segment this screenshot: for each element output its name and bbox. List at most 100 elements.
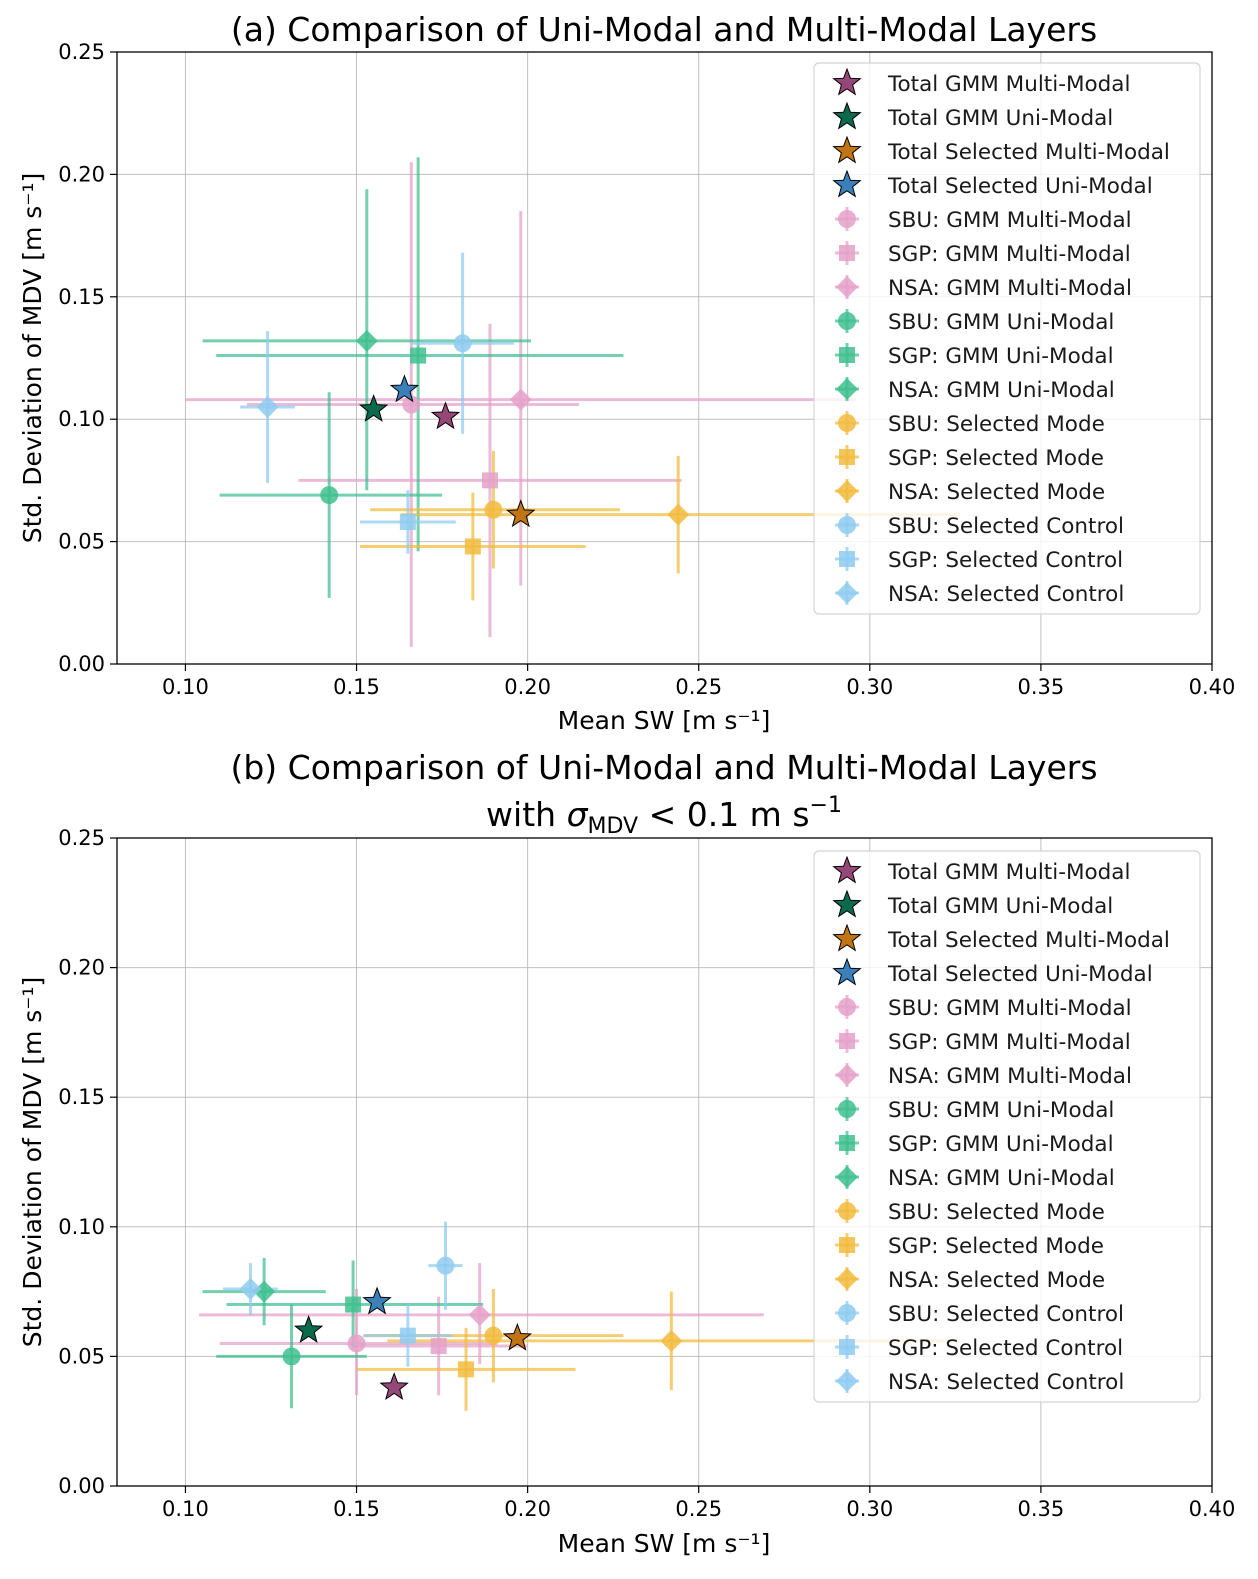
- panel-a-total-selected-multi-modal-point: [506, 499, 536, 528]
- panel-a-sbu-gmm-uni-modal-point: [320, 486, 339, 505]
- panel-a-nsa-selected-mode-point: [667, 503, 690, 526]
- panel-a-legend-label: SBU: Selected Mode: [888, 412, 1105, 437]
- panel-a-y-tick-label: 0.25: [58, 40, 105, 64]
- panel-b-x-tick-label: 0.15: [333, 1497, 380, 1521]
- panel-a-y-tick-label: 0.15: [58, 285, 105, 309]
- panel-b-legend-sbu-gmm-multi-modal-symbol: [838, 998, 856, 1016]
- panel-a-legend-item: NSA: Selected Control: [835, 581, 1124, 607]
- panel-b-legend-label: SBU: GMM Uni-Modal: [888, 1098, 1114, 1123]
- panel-b-legend-label: NSA: GMM Uni-Modal: [888, 1166, 1115, 1191]
- panel-b-legend-total-gmm-uni-modal-symbol: [832, 889, 862, 918]
- panel-b-legend-label: NSA: GMM Multi-Modal: [888, 1064, 1132, 1089]
- panel-a-y-axis-label: Std. Deviation of MDV [m s⁻¹]: [18, 173, 47, 543]
- panel-a-x-axis-label: Mean SW [m s⁻¹]: [558, 706, 771, 735]
- panel-a-legend-label: Total Selected Uni-Modal: [887, 174, 1153, 199]
- panel-a-nsa-gmm-multi-modal-point: [509, 388, 532, 411]
- panel-b-legend-sgp-gmm-multi-modal-symbol: [839, 1033, 855, 1049]
- panel-a-x-tick-label: 0.40: [1189, 675, 1236, 699]
- panel-b-legend-label: SBU: GMM Multi-Modal: [888, 996, 1132, 1021]
- panel-b-legend-label: SBU: Selected Mode: [888, 1200, 1105, 1225]
- panel-a-legend-total-selected-uni-modal-symbol: [832, 169, 862, 198]
- panel-a-legend-label: SBU: GMM Multi-Modal: [888, 208, 1132, 233]
- panel-b-plot-frame: [116, 837, 1213, 1487]
- panel-a-legend-item: SBU: Selected Mode: [835, 411, 1105, 437]
- panel-a-legend-item: SGP: GMM Uni-Modal: [835, 343, 1114, 369]
- panel-b-sgp-selected-control-point: [399, 1327, 416, 1344]
- panel-a-legend-nsa-selected-control-symbol: [836, 582, 858, 604]
- panel-b-legend-nsa-selected-control-symbol: [836, 1370, 858, 1392]
- panel-a-legend-item: NSA: GMM Uni-Modal: [835, 377, 1115, 403]
- panel-b-legend-label: Total GMM Uni-Modal: [887, 894, 1113, 919]
- panel-a-legend-sgp-selected-mode-symbol: [839, 449, 855, 465]
- panel-b-y-axis-label: Std. Deviation of MDV [m s⁻¹]: [18, 977, 47, 1347]
- panel-a-legend-label: Total GMM Uni-Modal: [887, 106, 1113, 131]
- panel-a: (a) Comparison of Uni-Modal and Multi-Mo…: [18, 10, 1235, 735]
- panel-b-legend-nsa-gmm-uni-modal-symbol: [836, 1166, 858, 1188]
- panel-b-legend-label: NSA: Selected Mode: [888, 1268, 1105, 1293]
- panel-a-legend-label: SGP: Selected Mode: [888, 446, 1104, 471]
- panel-a-legend-item: NSA: GMM Multi-Modal: [835, 275, 1132, 301]
- panel-b-legend-item: SBU: GMM Multi-Modal: [835, 995, 1132, 1021]
- panel-b: (b) Comparison of Uni-Modal and Multi-Mo…: [18, 748, 1235, 1558]
- panel-a-y-tick-label: 0.10: [58, 407, 105, 431]
- panel-b-legend-sbu-gmm-uni-modal-symbol: [838, 1100, 856, 1118]
- panel-b-legend-sgp-selected-control-symbol: [839, 1339, 855, 1355]
- panel-a-legend-label: NSA: Selected Mode: [888, 480, 1105, 505]
- panel-b-legend-label: SGP: Selected Mode: [888, 1234, 1104, 1259]
- panel-a-legend-item: SGP: Selected Mode: [835, 445, 1104, 471]
- panel-b-legend-item: Total GMM Multi-Modal: [832, 855, 1130, 885]
- panel-a-y-tick-label: 0.00: [58, 652, 105, 676]
- panel-b-y-tick-label: 0.25: [58, 826, 105, 850]
- panel-a-legend-sgp-gmm-multi-modal-symbol: [839, 245, 855, 261]
- panel-a-legend-label: NSA: GMM Multi-Modal: [888, 276, 1132, 301]
- panel-a-legend-total-gmm-uni-modal-symbol: [832, 101, 862, 130]
- panel-b-legend-item: Total GMM Uni-Modal: [832, 889, 1113, 919]
- panel-a-legend-sbu-gmm-uni-modal-symbol: [838, 312, 856, 330]
- panel-b-legend-nsa-selected-mode-symbol: [836, 1268, 858, 1290]
- panel-a-legend-label: Total Selected Multi-Modal: [887, 140, 1170, 165]
- panel-b-total-selected-uni-modal-point: [362, 1286, 392, 1315]
- panel-b-legend-label: Total Selected Uni-Modal: [887, 962, 1153, 987]
- panel-b-legend-label: Total GMM Multi-Modal: [887, 860, 1130, 885]
- panel-b-x-tick-label: 0.35: [1018, 1497, 1065, 1521]
- panel-b-nsa-gmm-uni-modal-point: [253, 1280, 276, 1303]
- panel-a-sbu-gmm-multi-modal-point: [402, 395, 421, 414]
- panel-b-legend-item: SBU: Selected Mode: [835, 1199, 1105, 1225]
- panel-a-legend-item: Total GMM Multi-Modal: [832, 67, 1130, 97]
- panel-b-legend-total-selected-uni-modal-symbol: [832, 957, 862, 986]
- panel-b-x-tick-label: 0.25: [675, 1497, 722, 1521]
- panel-a-total-gmm-multi-modal-point: [430, 401, 461, 430]
- panel-b-nsa-selected-control-point: [239, 1278, 262, 1301]
- panel-b-y-tick-label: 0.05: [58, 1344, 105, 1368]
- panel-b-legend-item: SGP: GMM Multi-Modal: [835, 1029, 1131, 1055]
- panel-b-legend-item: Total Selected Multi-Modal: [832, 923, 1170, 953]
- panel-a-legend-sbu-selected-mode-symbol: [838, 414, 856, 432]
- panel-a-legend-sbu-selected-control-symbol: [838, 516, 856, 534]
- panel-a-sgp-selected-control-point: [399, 514, 416, 531]
- panel-b-nsa-gmm-multi-modal-point: [468, 1303, 491, 1326]
- panel-a-sbu-selected-control-point: [453, 334, 472, 353]
- panel-a-title: (a) Comparison of Uni-Modal and Multi-Mo…: [231, 10, 1097, 49]
- panel-b-legend-label: SGP: GMM Multi-Modal: [888, 1030, 1131, 1055]
- panel-a-plot-frame: [116, 51, 1213, 665]
- panel-b-title-line-1: (b) Comparison of Uni-Modal and Multi-Mo…: [230, 748, 1097, 787]
- panel-a-legend-nsa-gmm-uni-modal-symbol: [836, 378, 858, 400]
- panel-a-legend-item: SGP: Selected Control: [835, 547, 1123, 573]
- panel-a-total-gmm-uni-modal-point: [358, 393, 389, 422]
- panel-b-legend-item: SGP: GMM Uni-Modal: [835, 1131, 1114, 1157]
- panel-a-legend-total-selected-multi-modal-symbol: [832, 135, 862, 164]
- panel-a-sgp-gmm-uni-modal-point: [410, 347, 427, 364]
- panel-b-legend-label: SGP: GMM Uni-Modal: [888, 1132, 1114, 1157]
- panel-b-legend-item: NSA: Selected Control: [835, 1369, 1124, 1395]
- panel-a-legend-label: SGP: GMM Uni-Modal: [888, 344, 1114, 369]
- panel-a-legend-total-gmm-multi-modal-symbol: [832, 67, 862, 96]
- panel-a-legend-item: SBU: GMM Uni-Modal: [835, 309, 1114, 335]
- panel-b-y-tick-label: 0.00: [58, 1474, 105, 1498]
- panel-a-legend-box: [813, 62, 1201, 615]
- panel-b-y-tick-label: 0.15: [58, 1085, 105, 1109]
- panel-a-legend-label: SGP: Selected Control: [888, 548, 1123, 573]
- panel-b-legend-item: NSA: GMM Uni-Modal: [835, 1165, 1115, 1191]
- panel-b-sbu-gmm-uni-modal-point: [282, 1347, 301, 1366]
- panel-b-title-line-2: with σMDV < 0.1 m s−1: [486, 793, 842, 839]
